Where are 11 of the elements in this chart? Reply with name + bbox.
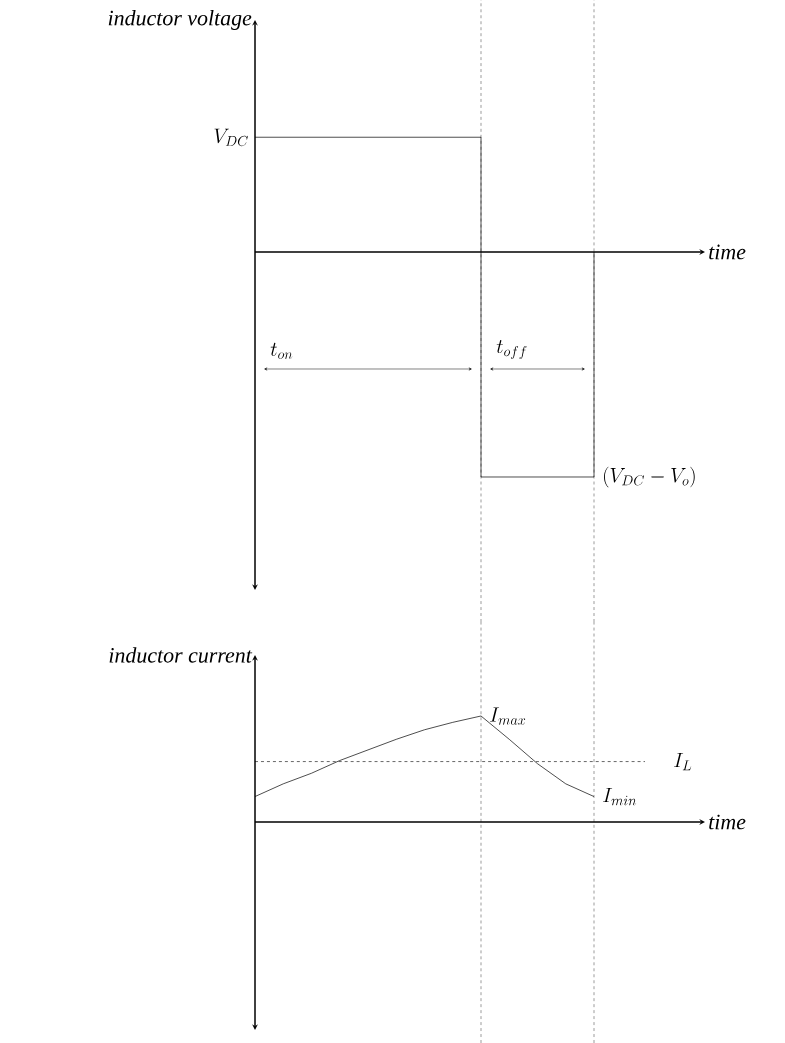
y-axis-title: inductor voltage <box>108 10 252 30</box>
annotation: $I_{min}$ <box>603 787 637 806</box>
x-axis-title: time <box>709 814 746 830</box>
annotation: $I_{max}$ <box>490 707 526 725</box>
ref-line-label: $I_L$ <box>674 752 692 771</box>
annotation: $t_{on}$ <box>270 342 293 359</box>
annotation: $t_{off}$ <box>496 340 527 359</box>
x-axis-title: time <box>709 244 746 260</box>
y-axis-title: inductor current <box>109 647 253 663</box>
annotation: $(V_{DC}-V_o)$ <box>604 466 695 488</box>
text: $V_{DC}$ <box>214 128 248 147</box>
